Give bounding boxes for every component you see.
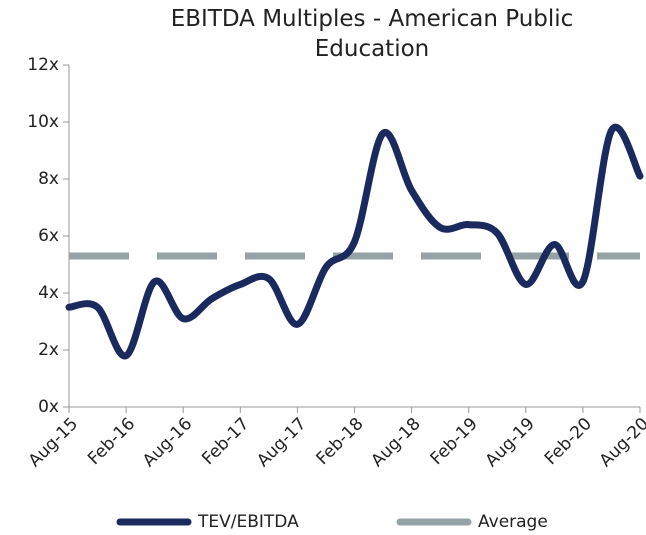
x-tick-label: Aug-18 [367,414,424,471]
x-tick-label: Feb-17 [198,414,253,469]
y-tick-label: 2x [38,340,59,360]
y-tick-label: 4x [38,283,59,303]
y-tick-label: 12x [27,55,59,75]
x-tick-label: Feb-20 [541,414,596,469]
x-tick-label: Aug-19 [482,414,539,471]
x-tick-label: Feb-16 [84,414,139,469]
x-tick-label: Feb-19 [427,414,482,469]
legend-label: Average [478,512,548,532]
x-tick-label: Aug-15 [25,414,82,471]
y-tick-label: 8x [38,169,59,189]
legend-label: TEV/EBITDA [197,512,299,532]
x-tick-label: Aug-16 [139,414,196,471]
x-tick-label: Feb-18 [313,414,368,469]
y-tick-label: 0x [38,397,59,417]
chart-title: EBITDA Multiples - American Public Educa… [170,6,574,62]
x-tick-label: Aug-20 [596,414,646,471]
series-line [65,123,644,360]
x-tick-label: Aug-17 [253,414,310,471]
y-tick-label: 10x [27,112,59,132]
y-tick-label: 6x [38,226,59,246]
